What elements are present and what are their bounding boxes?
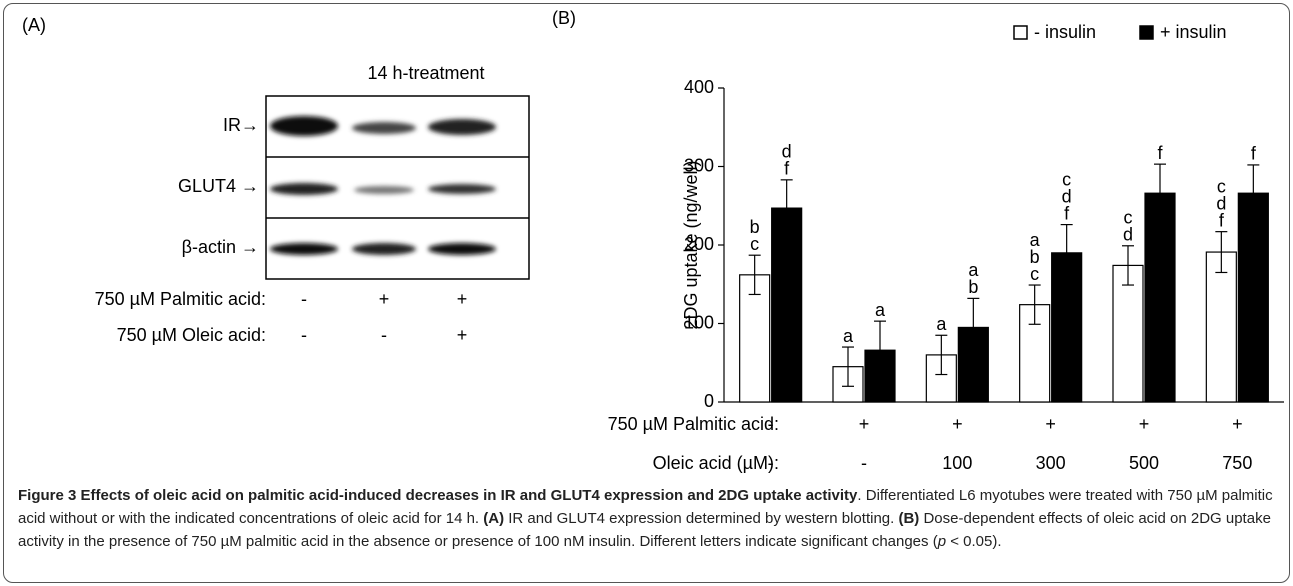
condition-value: - xyxy=(301,325,307,345)
caption-label: (B) xyxy=(898,510,920,527)
panel-label: (B) xyxy=(552,8,576,28)
caption-text: IR and GLUT4 expression determined by we… xyxy=(504,510,899,527)
significance-letter: b xyxy=(750,217,760,237)
x-tick-label: - xyxy=(861,453,867,473)
significance-letter: a xyxy=(1030,230,1041,250)
significance-letter: a xyxy=(843,326,854,346)
caption-label: (A) xyxy=(483,510,505,527)
bar xyxy=(771,207,803,403)
significance-letter: a xyxy=(875,300,886,320)
condition-label: 750 µM Palmitic acid: xyxy=(608,414,779,434)
y-tick-label: 300 xyxy=(684,155,714,175)
x-tick-label: 300 xyxy=(1036,453,1066,473)
x-tick-label: - xyxy=(768,453,774,473)
bar xyxy=(739,274,771,403)
figure-panels: (A) 14 h-treatment IR→ GLUT4 → β-actin → 75… xyxy=(22,8,1284,473)
band-label: β-actin → xyxy=(182,237,259,257)
y-axis-label: 2DG uptake (ng/well) xyxy=(681,160,701,329)
condition-value: + xyxy=(952,414,963,434)
band xyxy=(352,243,416,255)
significance-letter: b xyxy=(968,277,978,297)
legend-swatch xyxy=(1139,25,1154,40)
significance-letter: c xyxy=(1217,176,1226,196)
caption-text: Dose-dependent effects of oleic acid on … xyxy=(18,510,1271,550)
significance-letter: d xyxy=(1216,193,1226,213)
blot-header: 14 h-treatment xyxy=(367,63,484,83)
band xyxy=(352,122,416,134)
bar xyxy=(1237,192,1269,403)
condition-value: - xyxy=(768,414,774,434)
bands xyxy=(270,116,496,255)
y-tick-label: 200 xyxy=(684,234,714,254)
significance-letter: c xyxy=(1030,264,1039,284)
condition-value: - xyxy=(381,325,387,345)
x-tick-label: 750 xyxy=(1222,453,1252,473)
bar xyxy=(1205,251,1237,403)
significance-letter: b xyxy=(1030,247,1040,267)
band xyxy=(270,116,338,136)
y-tick-label: 400 xyxy=(684,77,714,97)
significance-letter: d xyxy=(1062,186,1072,206)
condition-value: + xyxy=(379,289,390,309)
condition-value: + xyxy=(1045,414,1056,434)
band-label: IR→ xyxy=(223,115,259,135)
figure: (A) 14 h-treatment IR→ GLUT4 → β-actin → 75… xyxy=(3,3,1290,583)
significance-letter: a xyxy=(968,260,979,280)
condition-label: 750 µM Palmitic acid: xyxy=(95,289,266,309)
caption: Figure 3 Effects of oleic acid on palmit… xyxy=(18,484,1276,553)
bar xyxy=(1144,192,1176,403)
caption-title: Figure 3 Effects of oleic acid on palmit… xyxy=(18,487,858,504)
band xyxy=(270,183,338,195)
condition-value: + xyxy=(457,289,468,309)
condition-label: 750 µM Oleic acid: xyxy=(117,325,266,345)
condition-value: + xyxy=(1232,414,1243,434)
significance-letter: f xyxy=(1219,210,1225,230)
y-tick-label: 100 xyxy=(684,312,714,332)
x-tick-label: 100 xyxy=(942,453,972,473)
band-label: GLUT4 → xyxy=(178,176,259,196)
significance-letter: d xyxy=(1123,225,1133,245)
blot xyxy=(265,95,530,280)
legend-label: - insulin xyxy=(1034,22,1096,42)
significance-letter: a xyxy=(936,314,947,334)
condition-value: + xyxy=(1139,414,1150,434)
significance-letter: f xyxy=(1157,143,1163,163)
band xyxy=(428,184,496,194)
caption-text: . Differentiated L6 myotubes were treate… xyxy=(18,487,1273,527)
categories-label: Oleic acid (µM): xyxy=(653,453,779,473)
significance-letter: f xyxy=(1064,203,1070,223)
band xyxy=(354,186,414,194)
legend-swatch xyxy=(1013,25,1028,40)
significance-letter: c xyxy=(1124,208,1133,228)
caption-p: p xyxy=(937,533,947,550)
condition-value: + xyxy=(457,325,468,345)
y-tick-label: 0 xyxy=(704,391,714,411)
significance-letter: f xyxy=(1251,144,1257,164)
legend-label: + insulin xyxy=(1160,22,1227,42)
band xyxy=(270,243,338,255)
significance-letter: d xyxy=(782,142,792,162)
band xyxy=(428,119,496,135)
band xyxy=(428,243,496,255)
bar xyxy=(1112,264,1144,403)
condition-value: - xyxy=(301,289,307,309)
significance-letter: c xyxy=(1062,169,1071,189)
significance-letter: c xyxy=(750,234,759,254)
panel-label: (A) xyxy=(22,15,46,35)
condition-value: + xyxy=(859,414,870,434)
significance-letter: f xyxy=(784,159,790,179)
x-tick-label: 500 xyxy=(1129,453,1159,473)
caption-text: < 0.05). xyxy=(946,533,1002,550)
